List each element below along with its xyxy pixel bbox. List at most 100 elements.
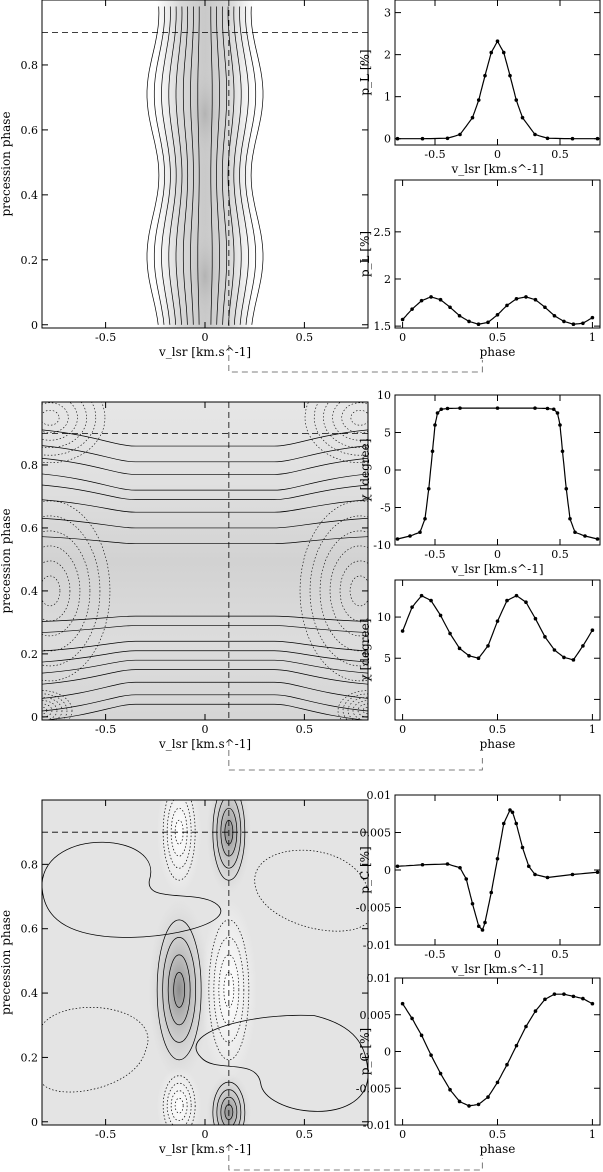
y-axis-label: precession phase	[0, 508, 13, 613]
pL-vs-phase-series	[400, 295, 595, 327]
data-point	[458, 132, 462, 137]
negative-contour	[42, 402, 106, 464]
data-point	[590, 315, 595, 320]
contour-line	[208, 919, 250, 1061]
x-axis-label: phase	[480, 345, 516, 359]
data-point	[419, 298, 424, 303]
data-point	[533, 616, 538, 621]
contour-line	[42, 499, 368, 513]
contour-line	[153, 6, 166, 325]
negative-contour	[42, 402, 78, 441]
x-tick-label: 0.5	[551, 948, 569, 961]
series-line	[397, 407, 598, 540]
y-tick-label: 0.4	[21, 987, 39, 1000]
data-point	[445, 862, 450, 866]
data-point	[526, 864, 531, 869]
negative-lobe	[156, 800, 202, 895]
data-point	[495, 313, 500, 317]
contour-line	[42, 484, 368, 500]
contour-line	[173, 972, 186, 1008]
data-point	[495, 619, 500, 623]
contour-line	[190, 6, 194, 325]
contour-line	[170, 1090, 188, 1122]
contour-line	[221, 6, 228, 325]
x-tick-label: 0.5	[551, 148, 569, 161]
data-point	[495, 39, 500, 43]
contour-line	[42, 681, 368, 699]
negative-contour	[42, 706, 48, 715]
y-tick-label: 0	[384, 693, 391, 706]
data-point	[501, 50, 506, 55]
x-tick-label: 0	[494, 148, 501, 161]
y-tick-label: 0.005	[360, 1009, 392, 1022]
map-circular-polarization-markers	[42, 800, 368, 1125]
data-point	[583, 534, 587, 538]
data-point	[533, 872, 537, 877]
contour-line	[175, 6, 183, 325]
x-tick-label: 0	[202, 723, 209, 736]
x-tick-label: -0.5	[424, 148, 445, 161]
data-point	[558, 423, 562, 427]
y-tick-label: -0.01	[363, 939, 391, 952]
x-tick-label: -0.5	[95, 1128, 116, 1141]
contour-line	[250, 6, 264, 325]
data-point	[410, 1016, 414, 1021]
data-point	[419, 1033, 424, 1038]
y-tick-label: 0.01	[367, 972, 392, 985]
data-point	[458, 865, 462, 870]
data-point	[571, 322, 576, 327]
y-axis-label: precession phase	[0, 910, 13, 1015]
x-axis-label: v_lsr [km.s^-1]	[158, 345, 251, 359]
y-axis-label: p_L [%]	[358, 231, 372, 277]
contour-line	[42, 650, 368, 663]
x-tick-label: 1	[589, 331, 596, 344]
y-tick-label: -10	[373, 539, 391, 552]
data-point	[595, 537, 600, 541]
data-point	[545, 406, 550, 411]
negative-lobe	[200, 898, 257, 1081]
emission-peak	[187, 224, 223, 329]
data-point	[395, 136, 400, 141]
data-point	[524, 1024, 528, 1029]
data-point	[489, 890, 494, 895]
negative-contour	[42, 700, 58, 720]
y-axis-label: precession phase	[0, 111, 13, 216]
data-point	[520, 845, 525, 850]
data-point	[571, 994, 576, 999]
data-point	[448, 631, 452, 636]
map-polarization-angle-image	[42, 402, 368, 720]
negative-contour	[341, 402, 368, 434]
connector-line	[228, 740, 483, 771]
data-point	[571, 658, 576, 662]
x-axis-label: v_lsr [km.s^-1]	[450, 962, 543, 976]
data-point	[400, 1001, 405, 1006]
y-tick-label: 3	[384, 7, 391, 20]
chi-vs-phase-frame	[394, 579, 601, 721]
x-tick-label: 0	[399, 1128, 406, 1141]
y-axis-label: χ [degree]	[358, 619, 372, 682]
positive-lobe	[206, 800, 252, 895]
data-point	[533, 1009, 538, 1013]
data-point	[457, 1099, 462, 1104]
x-tick-label: 0.5	[551, 548, 569, 561]
contour-line	[167, 954, 191, 1026]
contour-line	[233, 6, 242, 325]
data-point	[433, 423, 437, 427]
map-polarization-angle-markers	[42, 402, 368, 720]
negative-contour	[309, 515, 368, 667]
data-point	[562, 319, 566, 324]
data-point	[590, 628, 595, 633]
data-point	[395, 864, 400, 869]
x-tick-label: -0.5	[424, 948, 445, 961]
y-axis-label: χ [degree]	[358, 439, 372, 502]
data-point	[483, 920, 487, 925]
data-point	[552, 313, 557, 318]
contour-line	[42, 659, 368, 674]
data-point	[448, 1087, 452, 1092]
x-tick-label: 0	[399, 723, 406, 736]
negative-contour	[349, 575, 368, 607]
contour-line	[42, 429, 368, 447]
x-axis-label: v_lsr [km.s^-1]	[158, 737, 251, 751]
contour-line	[42, 473, 368, 491]
